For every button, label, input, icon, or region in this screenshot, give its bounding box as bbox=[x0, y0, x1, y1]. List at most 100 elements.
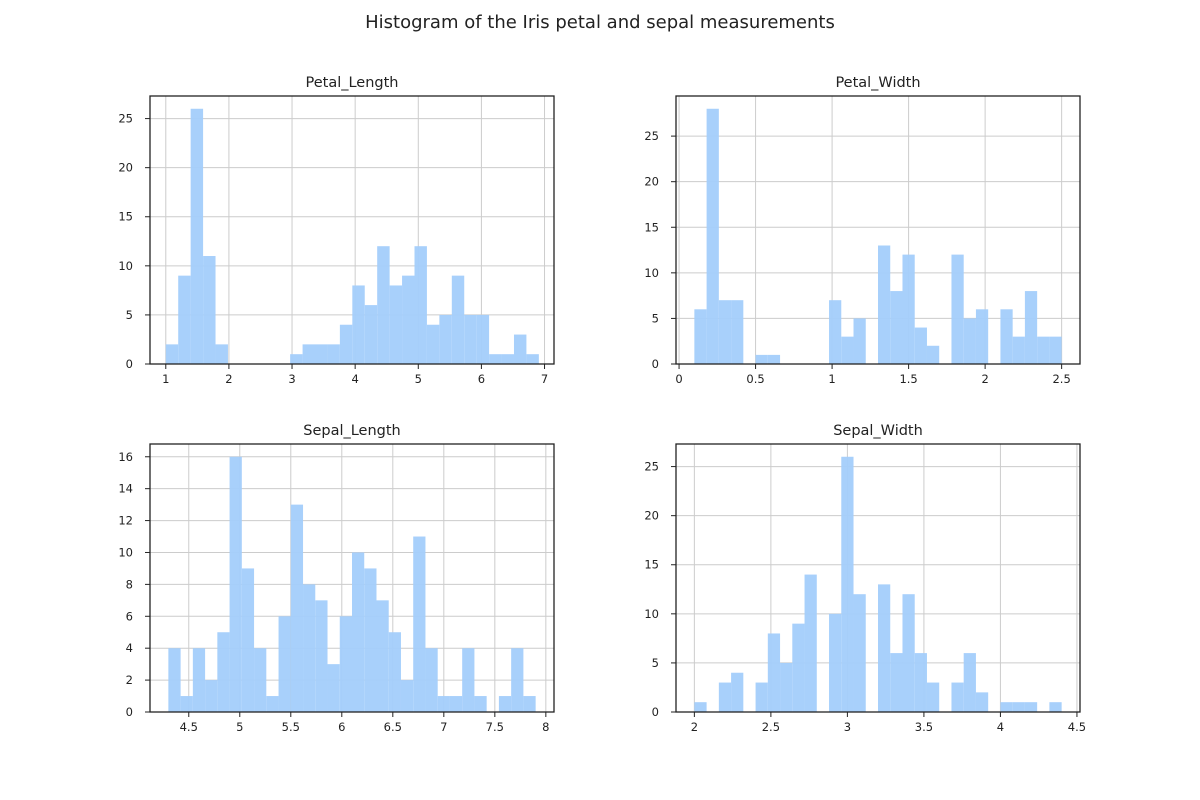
histogram-bar bbox=[1012, 702, 1025, 712]
histogram-bar bbox=[451, 275, 465, 364]
histogram-bar bbox=[1024, 291, 1038, 364]
y-tick-label: 12 bbox=[118, 514, 133, 528]
x-tick-label: 4.5 bbox=[1068, 720, 1086, 734]
histogram-bar bbox=[975, 692, 989, 712]
histogram-bar bbox=[302, 344, 316, 364]
histogram-bar bbox=[853, 594, 866, 712]
histogram-bar bbox=[190, 108, 204, 364]
x-tick-label: 4 bbox=[997, 720, 1004, 734]
y-tick-label: 0 bbox=[652, 357, 659, 371]
histogram-bar bbox=[501, 354, 514, 364]
histogram-bar bbox=[178, 275, 191, 364]
x-tick-label: 8 bbox=[542, 720, 549, 734]
histogram-bar bbox=[290, 504, 304, 712]
histogram-bar bbox=[165, 344, 179, 364]
subplot-petal-width: 0 0.5 1 1.5 2 2.5 0 5 10 15 20 25 Petal_Width bbox=[644, 75, 1081, 386]
x-tick-label: 3 bbox=[288, 372, 295, 386]
histogram-bar bbox=[780, 662, 793, 712]
y-tick-label: 15 bbox=[644, 220, 659, 234]
x-tick-label: 6 bbox=[338, 720, 345, 734]
x-tick-label: 6 bbox=[478, 372, 485, 386]
y-tick-label: 14 bbox=[118, 482, 133, 496]
y-tick-label: 0 bbox=[126, 357, 133, 371]
histogram-bar bbox=[902, 254, 915, 364]
histogram-bar bbox=[205, 680, 218, 712]
y-tick-label: 5 bbox=[652, 311, 659, 325]
x-tick-label: 1 bbox=[828, 372, 835, 386]
histogram-bar bbox=[694, 309, 707, 364]
y-tick-label: 0 bbox=[126, 705, 133, 719]
histogram-bar bbox=[474, 696, 487, 712]
y-tick-label: 10 bbox=[118, 259, 133, 273]
histogram-bar bbox=[951, 254, 964, 364]
histogram-bar bbox=[902, 594, 915, 712]
histogram-bar bbox=[841, 336, 854, 364]
histogram-bar bbox=[462, 648, 475, 712]
histogram-bar bbox=[425, 648, 438, 712]
histogram-bar bbox=[168, 648, 181, 712]
x-tick-label: 2.5 bbox=[1052, 372, 1070, 386]
histogram-bar bbox=[890, 291, 903, 364]
y-tick-label: 20 bbox=[644, 509, 659, 523]
histogram-bar bbox=[804, 574, 817, 712]
histogram-bar bbox=[376, 600, 389, 712]
histogram-bar bbox=[731, 300, 744, 364]
histogram-bar bbox=[755, 682, 768, 712]
plot-frame bbox=[675, 443, 1081, 713]
histogram-bar bbox=[718, 682, 732, 712]
histogram-bar bbox=[414, 246, 427, 364]
y-tick-label: 20 bbox=[118, 161, 133, 175]
histogram-bar bbox=[180, 696, 193, 712]
histogram-bar bbox=[829, 613, 842, 712]
histogram-bar bbox=[339, 324, 353, 364]
histogram-bar bbox=[229, 456, 242, 712]
x-tick-label: 7 bbox=[541, 372, 548, 386]
histogram-bar bbox=[426, 324, 440, 364]
histogram-bar bbox=[377, 246, 390, 364]
x-tick-label: 1.5 bbox=[899, 372, 917, 386]
histogram-bar bbox=[315, 344, 328, 364]
histogram-bar bbox=[1049, 702, 1062, 712]
histogram-bar bbox=[192, 648, 206, 712]
y-tick-label: 0 bbox=[652, 705, 659, 719]
histogram-bar bbox=[914, 327, 927, 364]
histogram-bar bbox=[694, 702, 707, 712]
x-tick-label: 7 bbox=[440, 720, 447, 734]
x-tick-label: 2 bbox=[225, 372, 232, 386]
histogram-bar bbox=[389, 285, 403, 364]
histogram-bar bbox=[963, 653, 976, 712]
y-tick-label: 16 bbox=[118, 450, 133, 464]
histogram-bar bbox=[217, 632, 230, 712]
histogram-bar bbox=[890, 653, 903, 712]
x-tick-label: 0.5 bbox=[746, 372, 764, 386]
histogram-bar bbox=[878, 584, 891, 712]
histogram-bar bbox=[767, 633, 781, 712]
histogram-bar bbox=[241, 568, 255, 712]
histogram-bar bbox=[792, 623, 805, 712]
histogram-bar bbox=[266, 696, 279, 712]
histogram-bar bbox=[203, 256, 216, 364]
plot-frame bbox=[149, 443, 555, 713]
histogram-bar bbox=[278, 616, 291, 712]
y-tick-label: 20 bbox=[644, 175, 659, 189]
y-tick-label: 25 bbox=[644, 129, 659, 143]
x-tick-label: 2 bbox=[691, 720, 698, 734]
y-tick-label: 8 bbox=[126, 577, 133, 591]
histogram-bar bbox=[526, 354, 539, 364]
x-tick-label: 0 bbox=[675, 372, 682, 386]
x-tick-label: 3 bbox=[844, 720, 851, 734]
histogram-bar bbox=[364, 305, 378, 364]
histogram-bar bbox=[1024, 702, 1038, 712]
histogram-bar bbox=[290, 354, 303, 364]
figure-title: Histogram of the Iris petal and sepal me… bbox=[365, 12, 835, 33]
x-tick-label: 2.5 bbox=[762, 720, 780, 734]
subplot-sepal-width: 2 2.5 3 3.5 4 4.5 0 5 10 15 20 25 Sepal_Width bbox=[644, 423, 1086, 734]
histogram-bar bbox=[706, 108, 719, 364]
histogram-bar bbox=[449, 696, 463, 712]
y-tick-label: 25 bbox=[118, 112, 133, 126]
y-tick-label: 25 bbox=[644, 460, 659, 474]
histogram-bar bbox=[1012, 336, 1025, 364]
histogram-bar bbox=[853, 318, 866, 364]
y-tick-label: 15 bbox=[644, 558, 659, 572]
